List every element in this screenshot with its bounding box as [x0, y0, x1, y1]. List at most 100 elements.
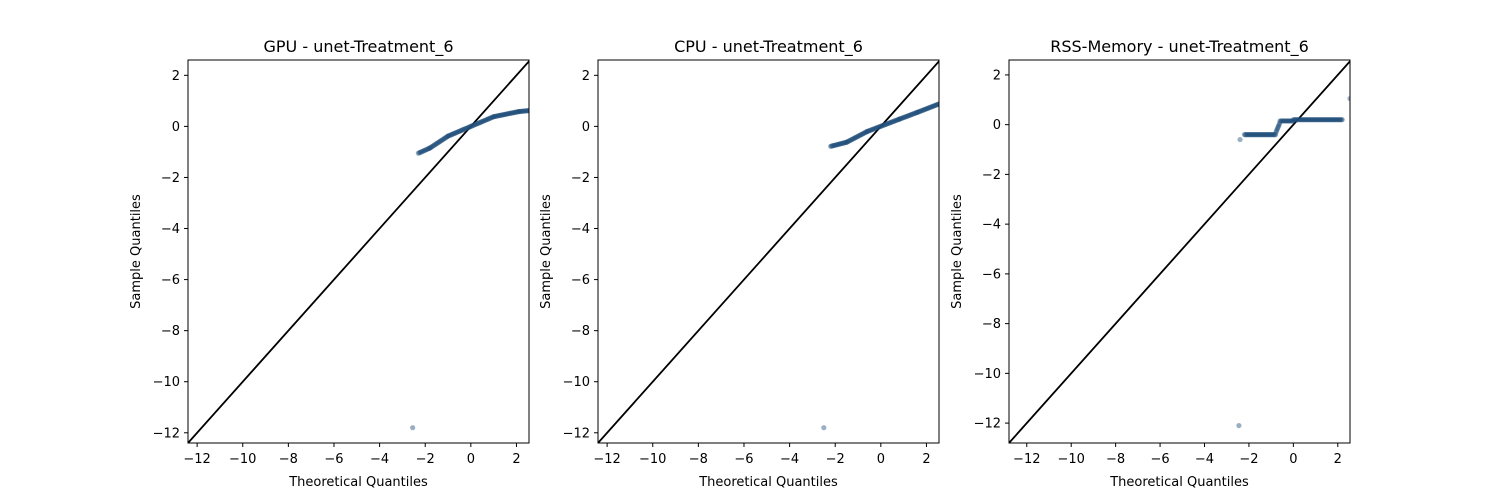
data-point — [1254, 132, 1260, 138]
data-point — [923, 106, 929, 112]
data-point — [1290, 117, 1296, 123]
data-point — [1298, 117, 1304, 123]
data-point — [1318, 117, 1324, 123]
data-point — [462, 126, 468, 132]
data-point — [850, 136, 856, 142]
reference-line — [598, 60, 939, 443]
data-point — [426, 145, 432, 152]
data-point — [491, 114, 497, 120]
data-point — [445, 133, 451, 139]
data-point — [906, 112, 912, 119]
data-point — [1323, 117, 1329, 123]
data-point — [482, 117, 489, 123]
data-point — [1277, 118, 1283, 124]
data-point — [911, 110, 918, 116]
data-point — [453, 129, 459, 136]
y-tick-label: −10 — [563, 375, 590, 390]
data-point — [1305, 117, 1312, 123]
data-point — [873, 125, 879, 131]
data-point — [870, 126, 876, 132]
data-point — [897, 116, 903, 122]
data-point — [1312, 117, 1318, 123]
data-point — [867, 127, 873, 134]
y-axis-label: Sample Quantiles — [950, 194, 965, 309]
data-point — [481, 117, 488, 124]
data-point — [821, 425, 827, 431]
data-point — [926, 105, 932, 111]
data-point — [838, 140, 844, 147]
x-tick-label: −12 — [1013, 452, 1040, 467]
data-point — [880, 122, 887, 128]
data-point — [874, 125, 880, 131]
y-tick-label: −12 — [563, 426, 590, 441]
data-point — [1314, 117, 1320, 123]
data-point — [865, 128, 871, 134]
data-point — [834, 142, 840, 148]
data-point — [522, 108, 528, 114]
y-tick-label: 2 — [582, 69, 590, 84]
y-tick-label: −6 — [571, 273, 590, 288]
x-tick-label: −8 — [689, 452, 708, 467]
data-point — [1337, 117, 1344, 123]
data-point — [904, 113, 910, 119]
data-point — [505, 111, 511, 117]
y-tick-label: −10 — [974, 367, 1001, 382]
reference-line — [188, 60, 529, 443]
data-point — [519, 108, 526, 114]
data-point — [1269, 132, 1275, 138]
data-point — [465, 124, 471, 131]
data-point — [1281, 118, 1288, 124]
data-point — [870, 126, 877, 132]
x-axis-label: Theoretical Quantiles — [288, 475, 428, 490]
data-point — [860, 130, 867, 136]
data-point — [914, 109, 920, 115]
data-point — [1332, 117, 1338, 123]
y-tick-label: −12 — [974, 417, 1001, 432]
data-point — [882, 121, 888, 128]
data-point — [1280, 118, 1287, 124]
y-axis-label: Sample Quantiles — [539, 194, 554, 309]
data-point — [517, 108, 523, 115]
data-point — [1280, 118, 1286, 124]
data-point — [1297, 117, 1304, 123]
data-point — [420, 148, 426, 154]
x-tick-label: −6 — [324, 452, 343, 467]
data-point — [890, 119, 896, 125]
data-point — [891, 118, 897, 124]
data-point — [919, 107, 925, 114]
data-point — [454, 129, 460, 135]
data-point — [423, 147, 429, 153]
data-point — [472, 121, 478, 128]
data-point — [1279, 118, 1285, 124]
data-point — [518, 108, 524, 114]
data-point — [1242, 132, 1248, 138]
data-point — [503, 111, 509, 117]
data-point — [905, 113, 911, 119]
data-point — [830, 143, 836, 149]
data-point — [884, 121, 890, 127]
data-point — [468, 123, 474, 129]
data-point — [930, 103, 936, 109]
y-tick-label: −8 — [982, 317, 1001, 332]
data-point — [434, 140, 440, 146]
data-point — [506, 110, 512, 117]
data-point — [1248, 132, 1254, 138]
data-point — [1326, 117, 1332, 123]
data-point — [1315, 117, 1321, 123]
data-point — [1265, 132, 1272, 138]
data-point — [1285, 118, 1291, 124]
data-point — [443, 134, 449, 140]
x-tick-label: −10 — [229, 452, 256, 467]
x-tick-label: −4 — [780, 452, 799, 467]
data-point — [928, 104, 934, 110]
data-point — [864, 128, 870, 135]
data-point — [509, 110, 516, 116]
data-point — [1247, 132, 1253, 138]
y-tick-label: −8 — [161, 324, 180, 339]
data-point — [1272, 132, 1279, 138]
y-tick-label: −2 — [161, 171, 180, 186]
data-point — [433, 141, 439, 147]
data-point — [492, 113, 499, 119]
data-point — [431, 142, 437, 148]
